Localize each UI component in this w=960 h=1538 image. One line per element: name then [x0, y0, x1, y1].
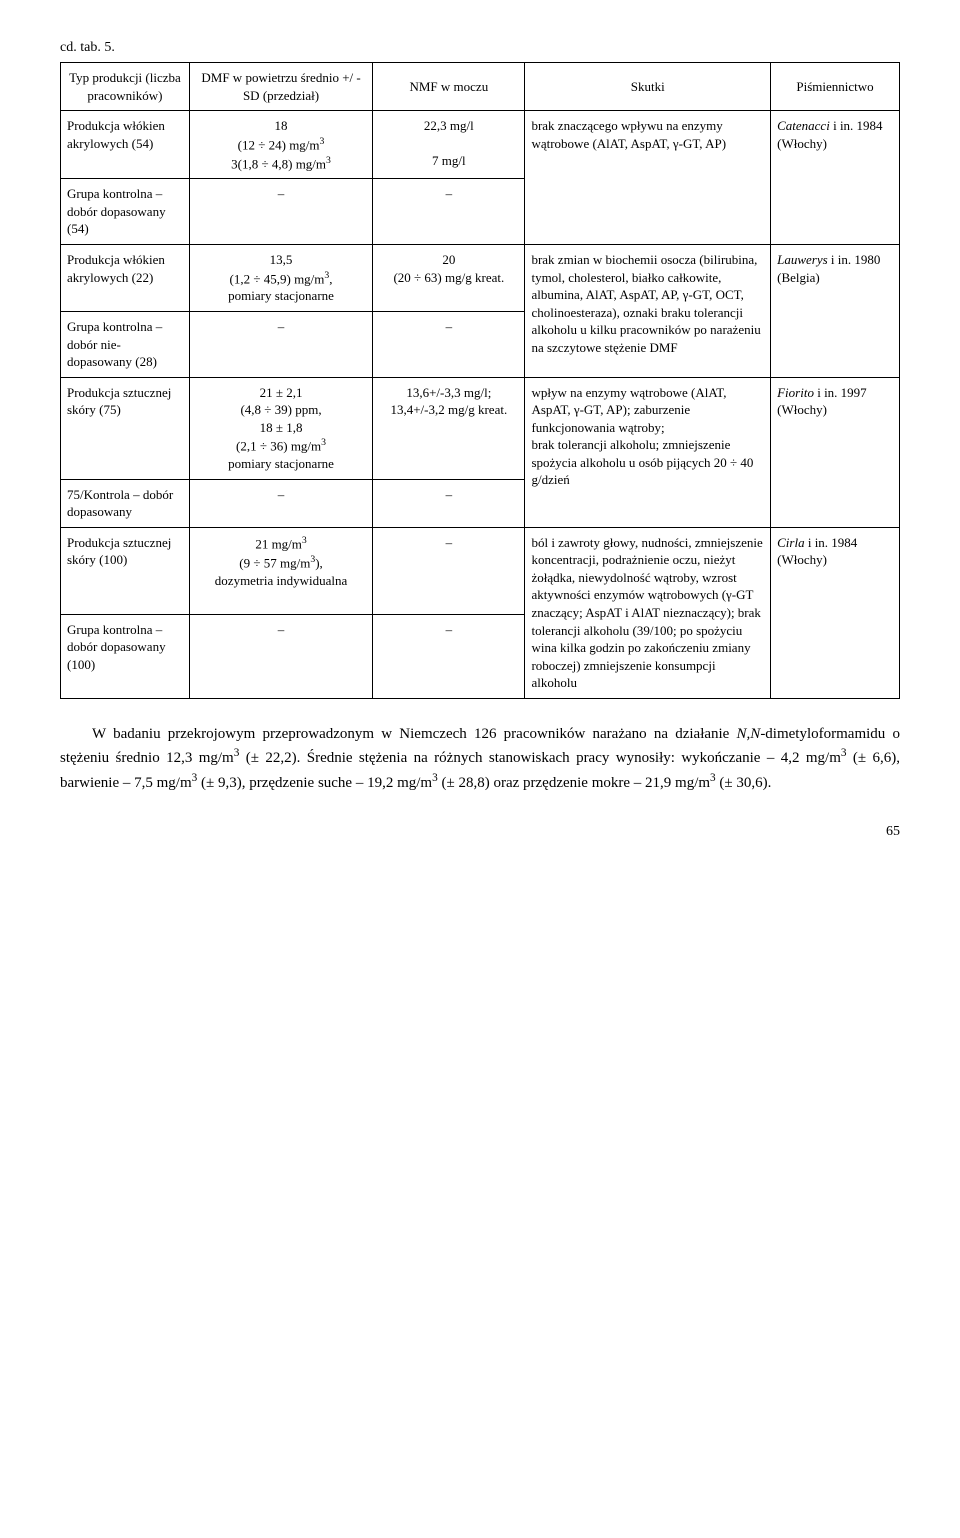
cell-type: Produkcja sztucznej skóry (75) [61, 377, 190, 479]
table-header-row: Typ produkcji (liczba pracowników) DMF w… [61, 63, 900, 111]
cell-dmf: 18(12 ÷ 24) mg/m33(1,8 ÷ 4,8) mg/m3 [189, 111, 372, 179]
cell-dmf: – [189, 179, 372, 245]
cell-nmf: 13,6+/-3,3 mg/l;13,4+/-3,2 mg/g kreat. [373, 377, 525, 479]
cell-type: Grupa kontrolna – dobór dopasowany (54) [61, 179, 190, 245]
cell-nmf: – [373, 527, 525, 614]
cell-effects: brak zmian w biochemii osocza (bilirubin… [525, 245, 771, 378]
cell-reference: Catenacci i in. 1984 (Włochy) [771, 111, 900, 245]
paragraph-text: W badaniu przekrojowym przeprowadzonym w… [60, 723, 900, 795]
table-row: Produkcja włókien akrylowych (54)18(12 ÷… [61, 111, 900, 179]
cell-nmf: 20(20 ÷ 63) mg/g kreat. [373, 245, 525, 312]
cell-effects: wpływ na enzymy wątrobowe (AlAT, AspAT, … [525, 377, 771, 527]
cell-dmf: – [189, 312, 372, 378]
table-row: Produkcja sztucznej skóry (75)21 ± 2,1(4… [61, 377, 900, 479]
cell-dmf: 13,5(1,2 ÷ 45,9) mg/m3,pomiary stacjonar… [189, 245, 372, 312]
header-nmf: NMF w moczu [373, 63, 525, 111]
table-caption: cd. tab. 5. [60, 40, 900, 56]
cell-effects: ból i zawroty głowy, nudności, zmniejsze… [525, 527, 771, 698]
cell-nmf: – [373, 614, 525, 698]
cell-type: 75/Kontrola – dobór dopasowany [61, 479, 190, 527]
cell-type: Produkcja sztucznej skóry (100) [61, 527, 190, 614]
page-number: 65 [60, 824, 900, 840]
main-table: Typ produkcji (liczba pracowników) DMF w… [60, 62, 900, 699]
table-row: Produkcja włókien akrylowych (22)13,5(1,… [61, 245, 900, 312]
cell-dmf: 21 ± 2,1(4,8 ÷ 39) ppm,18 ± 1,8(2,1 ÷ 36… [189, 377, 372, 479]
cell-type: Grupa kontrolna – dobór nie-dopasowany (… [61, 312, 190, 378]
cell-type: Produkcja włókien akrylowych (54) [61, 111, 190, 179]
cell-reference: Fiorito i in. 1997 (Włochy) [771, 377, 900, 527]
table-row: Produkcja sztucznej skóry (100)21 mg/m3(… [61, 527, 900, 614]
cell-reference: Lauwerys i in. 1980 (Belgia) [771, 245, 900, 378]
cell-nmf: – [373, 312, 525, 378]
cell-reference: Cirla i in. 1984 (Włochy) [771, 527, 900, 698]
header-dmf: DMF w powietrzu średnio +/ -SD (przedzia… [189, 63, 372, 111]
header-type: Typ produkcji (liczba pracowników) [61, 63, 190, 111]
cell-type: Produkcja włókien akrylowych (22) [61, 245, 190, 312]
cell-dmf: – [189, 479, 372, 527]
header-effects: Skutki [525, 63, 771, 111]
cell-nmf: 22,3 mg/l7 mg/l [373, 111, 525, 179]
cell-nmf: – [373, 479, 525, 527]
cell-dmf: – [189, 614, 372, 698]
cell-dmf: 21 mg/m3(9 ÷ 57 mg/m3),dozymetria indywi… [189, 527, 372, 614]
cell-type: Grupa kontrolna – dobór dopasowany (100) [61, 614, 190, 698]
cell-nmf: – [373, 179, 525, 245]
cell-effects: brak znaczącego wpływu na enzymy wątrobo… [525, 111, 771, 245]
body-paragraph: W badaniu przekrojowym przeprowadzonym w… [60, 723, 900, 795]
header-refs: Piśmiennictwo [771, 63, 900, 111]
